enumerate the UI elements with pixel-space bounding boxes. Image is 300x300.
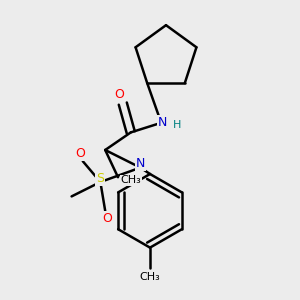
Text: O: O — [102, 212, 112, 225]
Text: O: O — [75, 147, 85, 160]
Text: S: S — [96, 172, 104, 185]
Text: O: O — [114, 88, 124, 101]
Text: N: N — [136, 157, 145, 170]
Text: CH₃: CH₃ — [140, 272, 160, 282]
Text: N: N — [158, 116, 167, 129]
Text: H: H — [172, 120, 181, 130]
Text: CH₃: CH₃ — [120, 176, 141, 185]
